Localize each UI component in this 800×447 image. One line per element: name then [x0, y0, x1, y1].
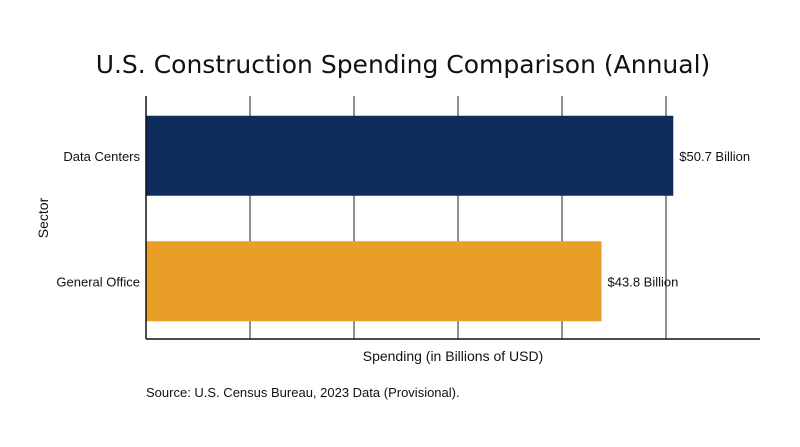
bar-data-centers: [146, 115, 674, 196]
source-note: Source: U.S. Census Bureau, 2023 Data (P…: [146, 385, 460, 400]
chart-title: U.S. Construction Spending Comparison (A…: [96, 50, 711, 79]
bars: [146, 115, 674, 322]
y-axis-label: Sector: [35, 197, 51, 238]
category-ticks: Data Centers General Office: [56, 149, 140, 290]
category-tick-data-centers: Data Centers: [63, 149, 140, 164]
bar-general-office: [146, 241, 602, 322]
data-label-data-centers: $50.7 Billion: [679, 149, 750, 164]
data-labels: $50.7 Billion $43.8 Billion: [608, 149, 751, 290]
data-label-general-office: $43.8 Billion: [608, 274, 679, 289]
x-axis-label: Spending (in Billions of USD): [363, 348, 544, 364]
category-tick-general-office: General Office: [56, 274, 140, 289]
